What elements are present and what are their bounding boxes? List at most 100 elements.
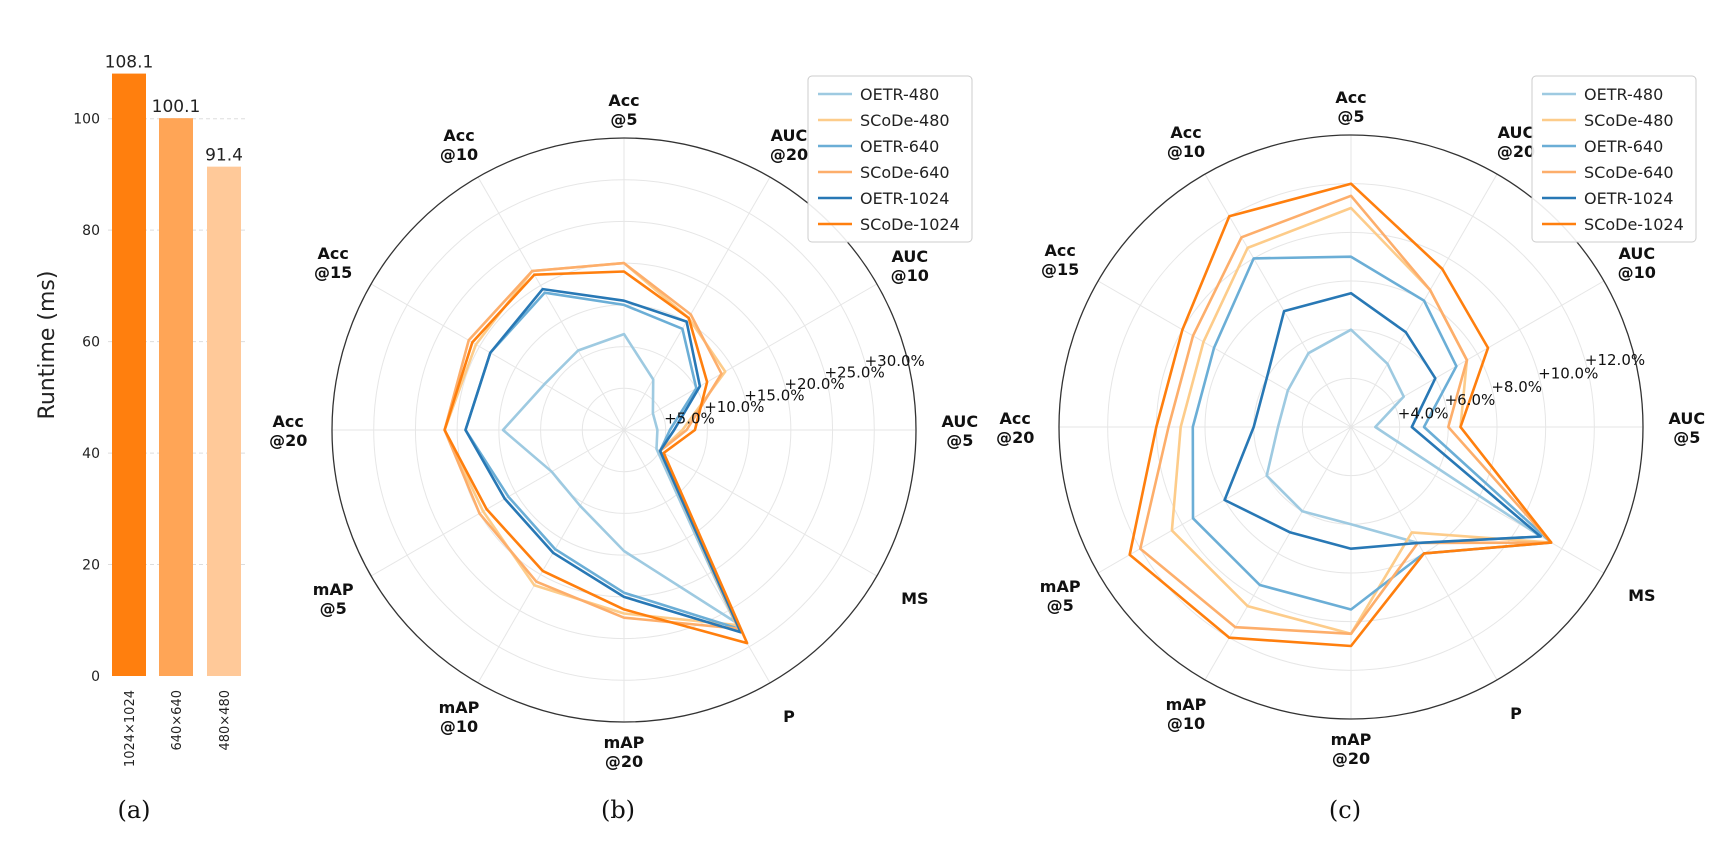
legend-label: SCoDe-640	[860, 163, 950, 182]
legend: OETR-480 SCoDe-480 OETR-640 SCoDe-640 OETR-1…	[807, 75, 973, 243]
series-SCoDe-1024	[443, 270, 749, 645]
spoke-label: mAP @5	[313, 580, 354, 618]
legend-label: OETR-640	[1584, 137, 1663, 156]
spoke-line	[477, 429, 625, 684]
spoke-label: AUC @5	[941, 412, 978, 450]
bar-value-label: 108.1	[105, 53, 154, 73]
legend-label: SCoDe-640	[1584, 163, 1674, 182]
spoke-label: Acc @20	[269, 412, 307, 450]
bar-3	[207, 166, 241, 677]
radial-tick-labels: +5.0%+10.0%+15.0%+20.0%+25.0%+30.0%	[664, 352, 925, 427]
spoke-label: mAP @20	[604, 733, 645, 771]
spoke-label: Acc @20	[996, 409, 1034, 447]
series-SCoDe-640	[1139, 194, 1553, 636]
radial-tick-label: +15.0%	[744, 387, 804, 405]
legend-label: OETR-1024	[1584, 189, 1673, 208]
radial-tick-label: +10.0%	[704, 398, 764, 416]
y-tick-label: 0	[91, 669, 100, 685]
legend-label: SCoDe-1024	[860, 215, 960, 234]
radial-tick-label: +5.0%	[664, 410, 715, 428]
radar-grid	[332, 138, 916, 722]
spoke-label: AUC @20	[770, 126, 808, 164]
spoke-label: mAP @10	[1166, 695, 1207, 733]
spoke-label: P	[783, 707, 795, 726]
x-category-label: 480×480	[218, 690, 233, 751]
spoke-label: Acc @15	[1041, 241, 1079, 279]
radial-tick-label: +12.0%	[1585, 351, 1645, 369]
spoke-label: mAP @10	[439, 698, 480, 736]
bar-value-label: 91.4	[205, 146, 243, 166]
legend-box	[1531, 75, 1697, 243]
y-tick-label: 40	[82, 446, 100, 462]
spoke-label: mAP @5	[1040, 577, 1081, 615]
radar-series	[1128, 182, 1553, 648]
radial-tick-label: +10.0%	[1538, 364, 1598, 382]
y-tick-label: 60	[82, 335, 100, 351]
spoke-label: Acc @10	[440, 126, 478, 164]
radial-tick-label: +4.0%	[1398, 405, 1449, 423]
radial-tick-label: +8.0%	[1491, 378, 1542, 396]
radar-outer-ring	[1058, 134, 1644, 720]
spoke-label: P	[1510, 704, 1522, 723]
caption-a: (a)	[117, 796, 150, 824]
legend-label: OETR-1024	[860, 189, 949, 208]
radial-tick-label: +25.0%	[824, 364, 884, 382]
series-OETR-480	[1265, 328, 1542, 545]
y-axis-label: Runtime (ms)	[35, 271, 60, 420]
spoke-line	[623, 429, 771, 684]
caption-b: (b)	[601, 796, 635, 824]
spoke-label: Acc @15	[314, 244, 352, 282]
spoke-label: AUC @10	[891, 247, 929, 285]
legend-label: OETR-640	[860, 137, 939, 156]
spoke-label: Acc @5	[1335, 88, 1366, 126]
y-tick-label: 20	[82, 558, 100, 574]
series-OETR-1024	[1223, 291, 1542, 551]
spoke-labels: AUC @5 AUC @10 AUC @20 Acc @5 Acc @10 Acc @15 Acc @20…	[996, 88, 1705, 768]
x-category-label: 640×640	[170, 690, 185, 751]
series-SCoDe-640	[443, 261, 741, 631]
bar-2	[159, 118, 193, 677]
radial-tick-label: +6.0%	[1445, 391, 1496, 409]
radial-tick-labels: +4.0%+6.0%+8.0%+10.0%+12.0%	[1398, 351, 1645, 423]
bar-1	[112, 73, 146, 676]
spoke-line	[1350, 426, 1605, 574]
spoke-line	[477, 176, 625, 431]
spoke-labels: AUC @5 AUC @10 AUC @20 Acc @5 Acc @10 Acc @15 Acc @20…	[269, 91, 978, 771]
y-tick-label: 80	[82, 223, 100, 239]
spoke-label: AUC @20	[1497, 123, 1535, 161]
spoke-line	[623, 283, 878, 431]
legend-label: OETR-480	[1584, 85, 1663, 104]
spoke-line	[623, 176, 771, 431]
radial-tick-label: +20.0%	[784, 375, 844, 393]
spoke-line	[370, 283, 625, 431]
radar-series	[443, 261, 749, 645]
bar-value-label: 100.1	[152, 97, 201, 117]
y-tick-label: 100	[73, 112, 100, 128]
spoke-line	[623, 429, 878, 577]
spoke-label: MS	[901, 589, 928, 608]
legend-box	[807, 75, 973, 243]
spoke-line	[1097, 280, 1352, 428]
panel-b-radar-chart: +5.0%+10.0%+15.0%+20.0%+25.0%+30.0%AUC @5…	[269, 75, 978, 771]
legend-label: SCoDe-1024	[1584, 215, 1684, 234]
legend-label: SCoDe-480	[860, 111, 950, 130]
legend: OETR-480 SCoDe-480 OETR-640 SCoDe-640 OETR-1…	[1531, 75, 1697, 243]
spoke-line	[370, 429, 625, 577]
spoke-label: Acc @10	[1167, 123, 1205, 161]
radar-outer-ring	[331, 137, 917, 723]
panel-a-bar-chart: Runtime (ms) 0 20 40 60 80 100 1024×1024 640×6…	[35, 53, 245, 767]
caption-c: (c)	[1329, 796, 1361, 824]
spoke-label: mAP @20	[1331, 730, 1372, 768]
spoke-label: AUC @5	[1668, 409, 1705, 447]
x-category-label: 1024×1024	[123, 690, 138, 767]
spoke-line	[1204, 173, 1352, 428]
legend-label: SCoDe-480	[1584, 111, 1674, 130]
spoke-label: MS	[1628, 586, 1655, 605]
spoke-label: Acc @5	[608, 91, 639, 129]
series-OETR-1024	[464, 287, 743, 634]
spoke-line	[1350, 280, 1605, 428]
series-SCoDe-1024	[1128, 182, 1553, 648]
legend-label: OETR-480	[860, 85, 939, 104]
